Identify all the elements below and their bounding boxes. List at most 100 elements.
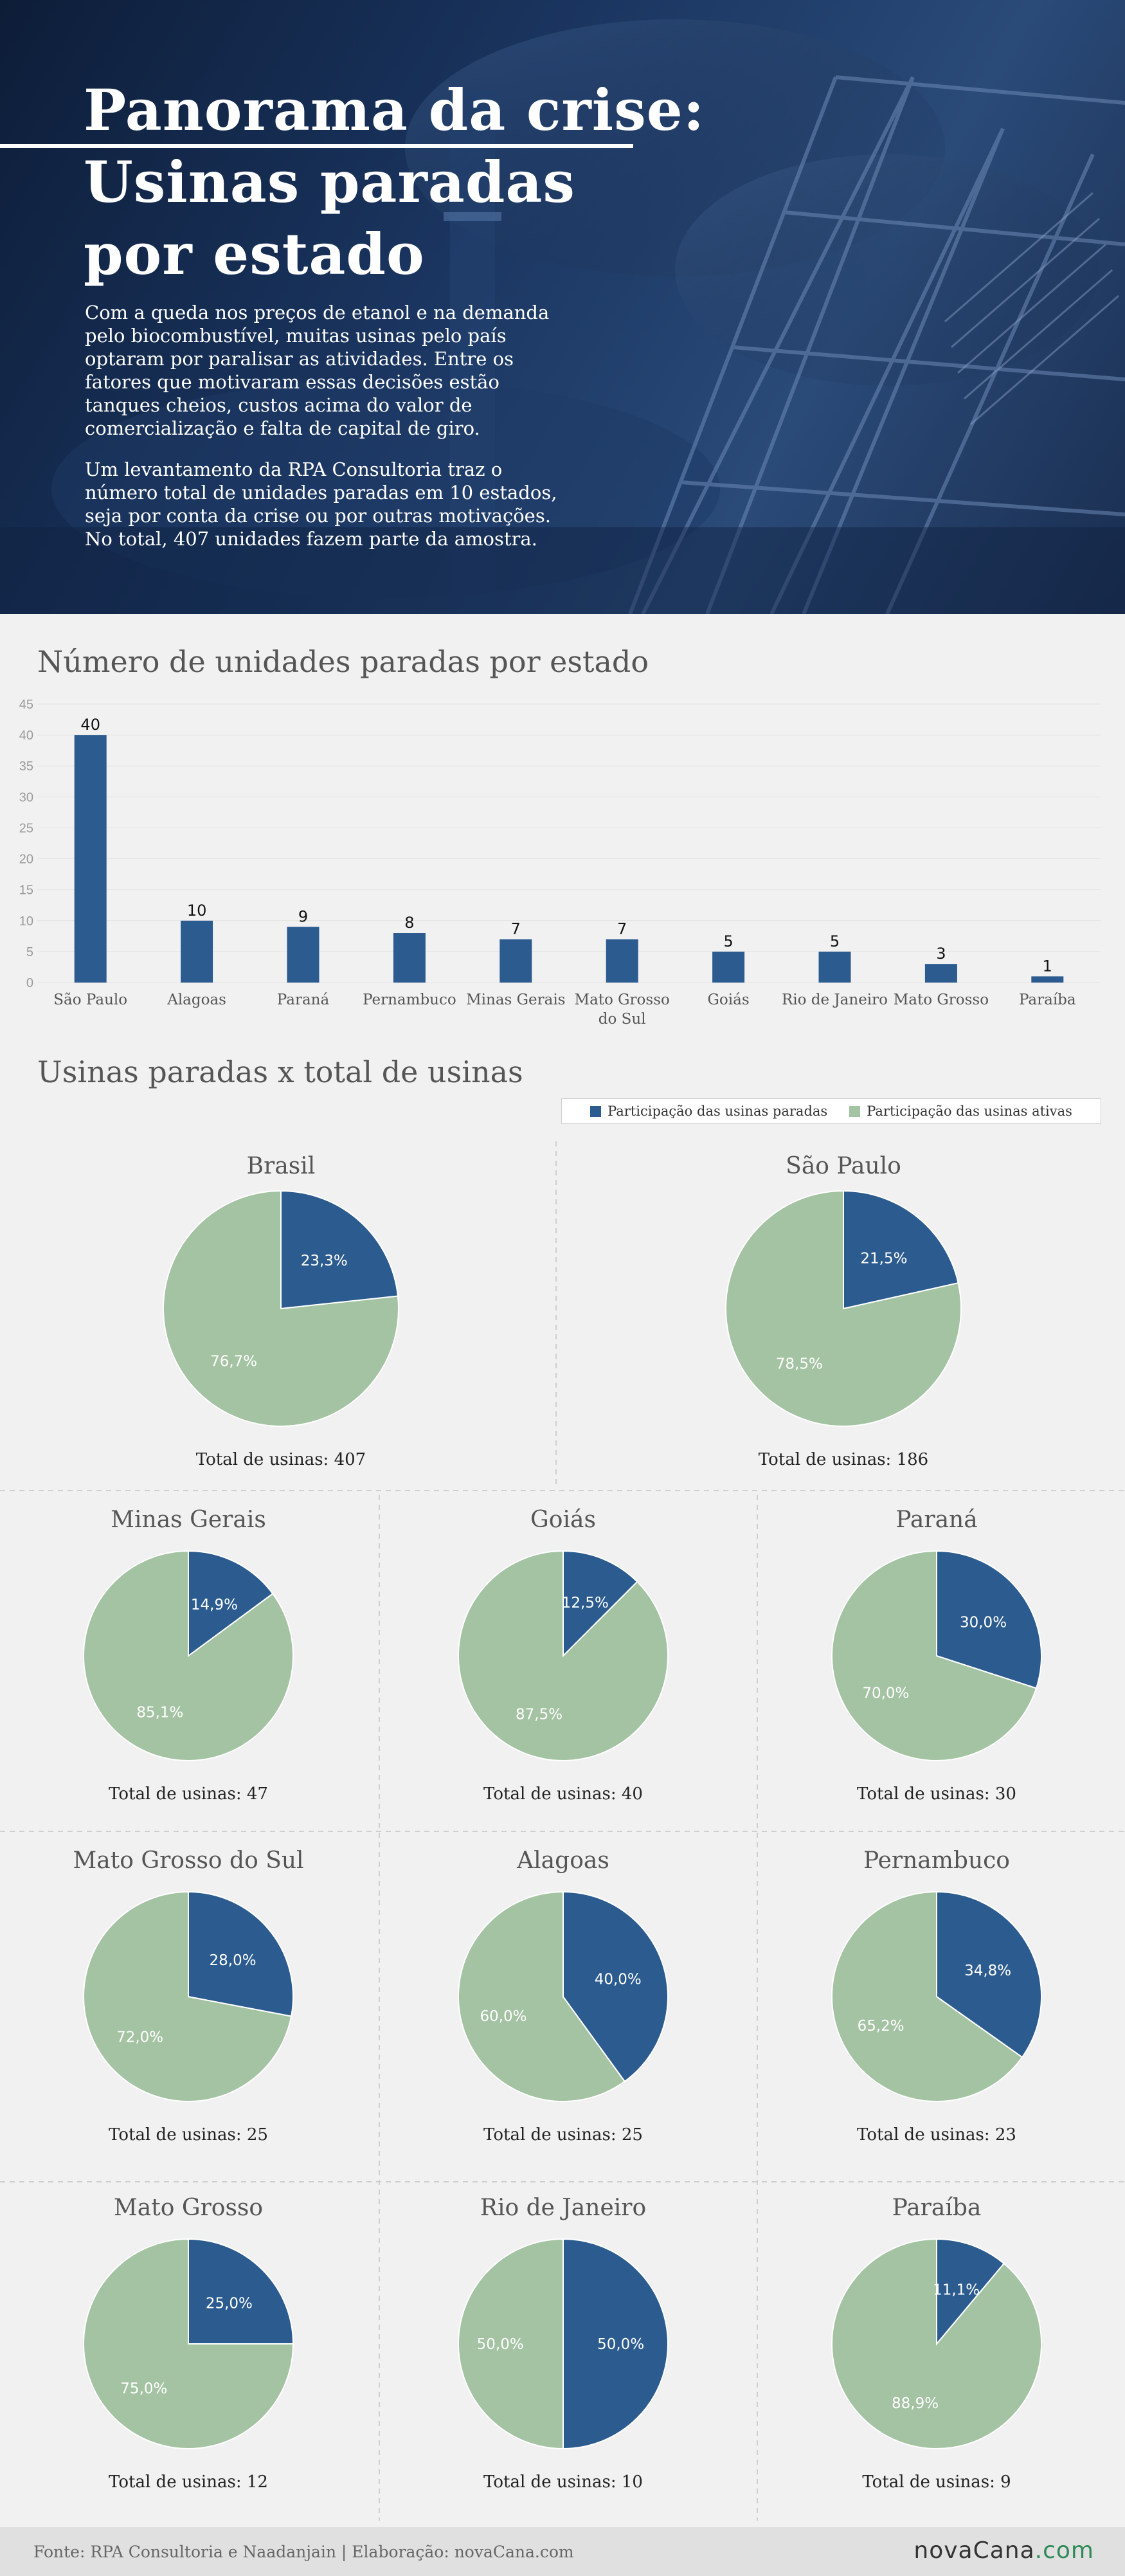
pie-title: São Paulo: [786, 1153, 901, 1179]
hero-title-line: por estado: [84, 221, 425, 287]
industrial-plant-illustration: [0, 19, 1125, 614]
pie-title: Paraná: [896, 1507, 977, 1533]
bar: [500, 939, 532, 983]
pie-label-active: 76,7%: [210, 1354, 257, 1370]
pie-label-stopped: 23,3%: [301, 1253, 348, 1269]
pie-slice-stopped: [188, 1550, 274, 1657]
bar-value-label: 3: [936, 945, 946, 963]
pie-total-label: Total de usinas: 40: [483, 1784, 643, 1804]
pie-label-active: 88,9%: [892, 2395, 939, 2412]
pie-label-stopped: 34,8%: [964, 1963, 1011, 1979]
pie-label-active: 78,5%: [776, 1356, 823, 1373]
bar-value-label: 5: [830, 932, 840, 950]
pie-label-active: 75,0%: [120, 2381, 167, 2397]
pie-total-label: Total de usinas: 9: [862, 2472, 1011, 2492]
pie-slice-stopped: [936, 1891, 1042, 2058]
bar-value-label: 7: [511, 920, 521, 938]
pie-slice-active: [458, 1550, 669, 1761]
pie-label-stopped: 12,5%: [562, 1595, 609, 1611]
pie-legend: Participação das usinas paradas Particip…: [561, 1098, 1101, 1124]
pie-title: Mato Grosso do Sul: [73, 1847, 303, 1874]
pie-title: Brasil: [247, 1153, 316, 1179]
legend-label-active: Participação das usinas ativas: [867, 1103, 1072, 1119]
bar: [181, 920, 213, 983]
hero-title-line: Usinas paradas: [84, 149, 575, 215]
legend-label-stopped: Participação das usinas paradas: [608, 1103, 828, 1119]
pie-slice-active: [458, 2238, 564, 2450]
pie-title: Paraíba: [892, 2195, 982, 2221]
pie-title: Rio de Janeiro: [480, 2195, 646, 2221]
bar: [924, 964, 957, 983]
x-tick-label: Paraná: [277, 992, 330, 1008]
x-tick-label: Pernambuco: [363, 992, 456, 1008]
y-tick-label: 15: [19, 884, 33, 898]
pie-slice-active: [458, 1891, 626, 2102]
pie-label-stopped: 30,0%: [960, 1614, 1007, 1631]
hero-title-line: Panorama da crise:: [84, 77, 705, 143]
y-tick-label: 35: [19, 759, 33, 774]
pie-title: Goiás: [530, 1507, 596, 1533]
novacana-logo: novaCana.com: [914, 2537, 1094, 2564]
hero-banner: Panorama da crise: Usinas paradas por es…: [0, 0, 1125, 614]
x-tick-label: Rio de Janeiro: [782, 992, 888, 1008]
footer: Fonte: RPA Consultoria e Naadanjain | El…: [0, 2527, 1125, 2576]
bar-value-label: 7: [617, 920, 627, 938]
pie-slice-active: [831, 1550, 1038, 1761]
x-tick-label: Mato Grosso: [575, 992, 670, 1008]
pie-label-stopped: 50,0%: [597, 2336, 644, 2353]
y-tick-label: 0: [26, 976, 33, 990]
legend-swatch-active: [849, 1105, 861, 1117]
pie-title: Mato Grosso: [114, 2195, 263, 2221]
pie-slice-stopped: [280, 1190, 399, 1310]
bar: [606, 939, 638, 983]
pie-label-stopped: 40,0%: [595, 1971, 642, 1988]
pie-total-label: Total de usinas: 47: [109, 1784, 268, 1804]
pie-total-label: Total de usinas: 25: [109, 2125, 268, 2145]
pie-total-label: Total de usinas: 186: [759, 1450, 928, 1469]
title-underline: [0, 144, 633, 148]
pie-total-label: Total de usinas: 23: [857, 2125, 1016, 2145]
pie-slice-active: [163, 1190, 399, 1427]
pie-label-stopped: 25,0%: [206, 2296, 253, 2312]
y-tick-label: 5: [26, 945, 33, 959]
bar-value-label: 1: [1043, 957, 1052, 975]
bar: [287, 927, 320, 983]
pie-label-stopped: 11,1%: [933, 2282, 980, 2299]
pie-title: Pernambuco: [863, 1847, 1010, 1874]
x-tick-label: do Sul: [598, 1011, 646, 1028]
bar-value-label: 5: [723, 932, 733, 950]
pie-slice-stopped: [188, 1891, 294, 2017]
logo-suffix: .com: [1034, 2537, 1094, 2564]
bar: [1031, 976, 1064, 983]
bar-value-label: 8: [404, 914, 414, 932]
bar: [712, 951, 745, 983]
x-tick-label: Minas Gerais: [466, 992, 565, 1008]
legend-item-stopped: Participação das usinas paradas: [590, 1103, 827, 1119]
pie-total-label: Total de usinas: 407: [196, 1450, 366, 1469]
bar-value-label: 40: [80, 716, 100, 734]
y-tick-label: 25: [19, 821, 33, 835]
pie-total-label: Total de usinas: 12: [109, 2472, 268, 2492]
bar: [74, 735, 107, 983]
x-tick-label: Alagoas: [166, 992, 226, 1008]
x-tick-label: Paraíba: [1019, 992, 1076, 1008]
footer-source: Fonte: RPA Consultoria e Naadanjain | El…: [33, 2543, 574, 2561]
legend-swatch-stopped: [590, 1105, 602, 1117]
pie-label-active: 65,2%: [858, 2018, 905, 2035]
bar-value-label: 10: [187, 902, 207, 920]
pie-label-active: 70,0%: [862, 1685, 909, 1701]
pie-label-active: 72,0%: [116, 2029, 163, 2045]
pie-label-active: 87,5%: [516, 1706, 562, 1723]
hero-paragraph-1: Com a queda nos preços de etanol e na de…: [85, 302, 550, 439]
x-tick-label: Mato Grosso: [894, 992, 989, 1008]
pie-title: Minas Gerais: [111, 1507, 266, 1533]
pie-label-active: 60,0%: [480, 2008, 526, 2025]
y-tick-label: 45: [19, 698, 33, 712]
y-tick-label: 20: [19, 853, 33, 867]
hero-paragraph-2: Um levantamento da RPA Consultoria traz …: [85, 458, 557, 550]
y-tick-label: 30: [19, 790, 33, 804]
pie-slice-stopped: [936, 1550, 1042, 1689]
pie-slice-active: [831, 1891, 1023, 2102]
